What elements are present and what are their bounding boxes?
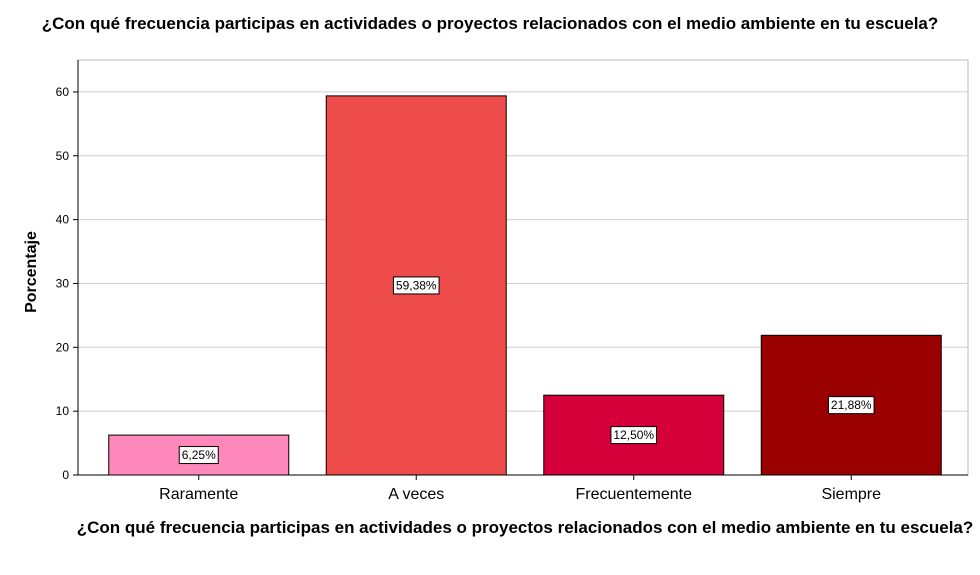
x-tick-label: A veces: [388, 486, 444, 503]
y-tick-label: 0: [62, 468, 69, 482]
x-tick-label: Raramente: [159, 486, 238, 503]
data-label: 12,50%: [613, 428, 654, 442]
y-tick-label: 10: [56, 404, 70, 418]
data-label-box: [827, 396, 875, 415]
data-label: 21,88%: [831, 398, 872, 412]
chart-title: ¿Con qué frecuencia participas en activi…: [41, 14, 939, 33]
data-label: 6,25%: [182, 448, 216, 462]
data-label-box: [392, 276, 440, 295]
x-tick-label: Siempre: [821, 486, 881, 503]
y-axis-title: Porcentaje: [23, 231, 40, 313]
data-label-box: [610, 426, 658, 445]
y-tick-label: 40: [56, 213, 70, 227]
data-label-box: [178, 446, 219, 465]
x-axis-title: ¿Con qué frecuencia participas en activi…: [76, 518, 974, 537]
data-label: 59,38%: [396, 278, 437, 292]
y-tick-label: 20: [56, 340, 70, 354]
x-tick-label: Frecuentemente: [575, 486, 692, 503]
gridlines: [77, 59, 969, 476]
y-tick-label: 50: [56, 149, 70, 163]
y-tick-label: 60: [56, 85, 70, 99]
axes: 0 10 20 30 40 50 60 Raramente A veces Frecuenteme…: [56, 60, 968, 503]
y-tick-label: 30: [56, 276, 70, 290]
bars: 6,25% 59,38% 12,50% 21,88%: [108, 95, 942, 476]
bar-raramente: [108, 434, 290, 476]
